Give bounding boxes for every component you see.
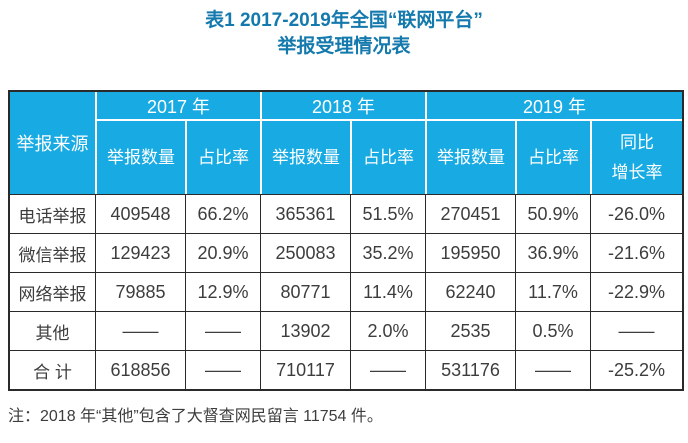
table-header: 举报来源 2017 年 2018 年 2019 年 举报数量 占比率 举报数量 … bbox=[10, 92, 683, 194]
table-row-other: 其他 —— —— 13902 2.0% 2535 0.5% —— bbox=[10, 311, 683, 350]
sub-header-2017-count: 举报数量 bbox=[95, 121, 185, 194]
cell-2018-count: 365361 bbox=[260, 194, 351, 233]
row-source: 微信举报 bbox=[10, 233, 95, 272]
cell-2018-ratio: 51.5% bbox=[350, 194, 426, 233]
cell-2017-ratio: —— bbox=[185, 350, 261, 389]
sub-header-row: 举报数量 占比率 举报数量 占比率 举报数量 占比率 同比 增长率 bbox=[10, 121, 683, 194]
cell-2018-ratio: 11.4% bbox=[350, 272, 426, 311]
row-source: 电话举报 bbox=[10, 194, 95, 233]
page-title-line2: 举报受理情况表 bbox=[277, 36, 411, 57]
year-header-2017: 2017 年 bbox=[95, 92, 261, 121]
row-source: 合 计 bbox=[10, 350, 95, 389]
page-title: 表1 2017-2019年全国“联网平台” 举报受理情况表 bbox=[0, 0, 688, 60]
cell-2018-ratio: 35.2% bbox=[350, 233, 426, 272]
table-footnote: 注：2018 年“其他”包含了大督查网民留言 11754 件。 bbox=[8, 408, 383, 425]
cell-yoy-growth: -25.2% bbox=[590, 350, 683, 389]
row-source: 网络举报 bbox=[10, 272, 95, 311]
cell-yoy-growth: -26.0% bbox=[590, 194, 683, 233]
cell-2018-ratio: —— bbox=[350, 350, 426, 389]
cell-2018-count: 13902 bbox=[260, 311, 351, 350]
sub-header-yoy-growth: 同比 增长率 bbox=[590, 121, 683, 194]
cell-2017-ratio: 12.9% bbox=[185, 272, 261, 311]
corner-header-source: 举报来源 bbox=[10, 92, 95, 194]
cell-2017-count: 618856 bbox=[95, 350, 185, 389]
cell-yoy-growth: -22.9% bbox=[590, 272, 683, 311]
year-header-2018: 2018 年 bbox=[260, 92, 426, 121]
cell-yoy-growth: -21.6% bbox=[590, 233, 683, 272]
cell-yoy-growth: —— bbox=[590, 311, 683, 350]
cell-2017-count: —— bbox=[95, 311, 185, 350]
sub-header-2018-ratio: 占比率 bbox=[350, 121, 426, 194]
cell-2019-count: 2535 bbox=[425, 311, 516, 350]
cell-2019-count: 531176 bbox=[425, 350, 516, 389]
cell-2017-ratio: 66.2% bbox=[185, 194, 261, 233]
cell-2019-ratio: 36.9% bbox=[515, 233, 591, 272]
cell-2019-ratio: 50.9% bbox=[515, 194, 591, 233]
sub-header-2019-count: 举报数量 bbox=[425, 121, 516, 194]
table-row-phone: 电话举报 409548 66.2% 365361 51.5% 270451 50… bbox=[10, 194, 683, 233]
sub-header-2019-ratio: 占比率 bbox=[515, 121, 591, 194]
cell-2019-ratio: —— bbox=[515, 350, 591, 389]
table-body: 电话举报 409548 66.2% 365361 51.5% 270451 50… bbox=[10, 194, 683, 389]
cell-2017-count: 409548 bbox=[95, 194, 185, 233]
page-title-line1: 表1 2017-2019年全国“联网平台” bbox=[205, 10, 483, 31]
year-header-2019: 2019 年 bbox=[425, 92, 683, 121]
sub-header-2018-count: 举报数量 bbox=[260, 121, 351, 194]
cell-2018-count: 250083 bbox=[260, 233, 351, 272]
cell-2017-ratio: —— bbox=[185, 311, 261, 350]
cell-2019-ratio: 0.5% bbox=[515, 311, 591, 350]
cell-2018-count: 80771 bbox=[260, 272, 351, 311]
cell-2018-count: 710117 bbox=[260, 350, 351, 389]
cell-2019-count: 270451 bbox=[425, 194, 516, 233]
row-source: 其他 bbox=[10, 311, 95, 350]
report-table: 举报来源 2017 年 2018 年 2019 年 举报数量 占比率 举报数量 … bbox=[8, 90, 685, 391]
cell-2017-count: 79885 bbox=[95, 272, 185, 311]
table-row-wechat: 微信举报 129423 20.9% 250083 35.2% 195950 36… bbox=[10, 233, 683, 272]
cell-2019-count: 62240 bbox=[425, 272, 516, 311]
cell-2017-count: 129423 bbox=[95, 233, 185, 272]
table-row-total: 合 计 618856 —— 710117 —— 531176 —— -25.2% bbox=[10, 350, 683, 389]
sub-header-2017-ratio: 占比率 bbox=[185, 121, 261, 194]
cell-2019-ratio: 11.7% bbox=[515, 272, 591, 311]
cell-2018-ratio: 2.0% bbox=[350, 311, 426, 350]
cell-2019-count: 195950 bbox=[425, 233, 516, 272]
cell-2017-ratio: 20.9% bbox=[185, 233, 261, 272]
table-row-web: 网络举报 79885 12.9% 80771 11.4% 62240 11.7%… bbox=[10, 272, 683, 311]
year-header-row: 举报来源 2017 年 2018 年 2019 年 bbox=[10, 92, 683, 194]
